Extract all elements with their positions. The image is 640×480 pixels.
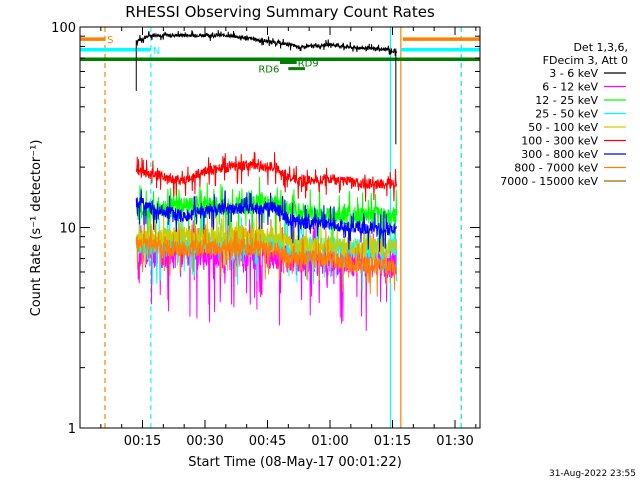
x-tick-label: 01:00 [311,434,348,449]
legend-label: 7000 - 15000 keV [500,175,598,188]
x-axis-label: Start Time (08-May-17 00:01:22) [188,455,402,470]
y-tick-label: 100 [51,21,76,36]
legend-label: 800 - 7000 keV [514,162,598,175]
x-tick-label: 01:15 [374,434,411,449]
legend-header: FDecim 3, Att 0 [543,54,628,67]
annotation-rd6: RD6 [258,65,279,76]
legend-label: 25 - 50 keV [535,108,598,121]
y-axis-label: Count Rate (s⁻¹ detector⁻¹) [29,140,44,317]
legend-label: 12 - 25 keV [535,94,598,107]
x-tick-label: 00:15 [124,434,161,449]
legend-label: 300 - 800 keV [521,148,598,161]
chart-title: RHESSI Observing Summary Count Rates [125,3,435,21]
y-tick-label: 10 [59,222,76,237]
x-tick-label: 01:30 [436,434,473,449]
legend-label: 100 - 300 keV [521,135,598,148]
series-line-6 [135,189,397,252]
y-tick-label: 1 [68,422,76,437]
series-line-0 [135,30,398,56]
annotation-s: S [107,35,113,46]
legend-label: 3 - 6 keV [549,67,598,80]
annotation-rd9: RD9 [298,59,319,70]
series-line-7 [135,224,398,297]
annotation-n: N [153,46,160,57]
legend-label: 6 - 12 keV [542,81,598,94]
series-line-5 [135,151,398,202]
x-tick-label: 00:30 [186,434,223,449]
footer-timestamp: 31-Aug-2022 23:55 [549,469,636,479]
legend-label: 50 - 100 keV [528,121,598,134]
x-tick-label: 00:45 [249,434,286,449]
legend-header: Det 1,3,6, [573,41,628,54]
